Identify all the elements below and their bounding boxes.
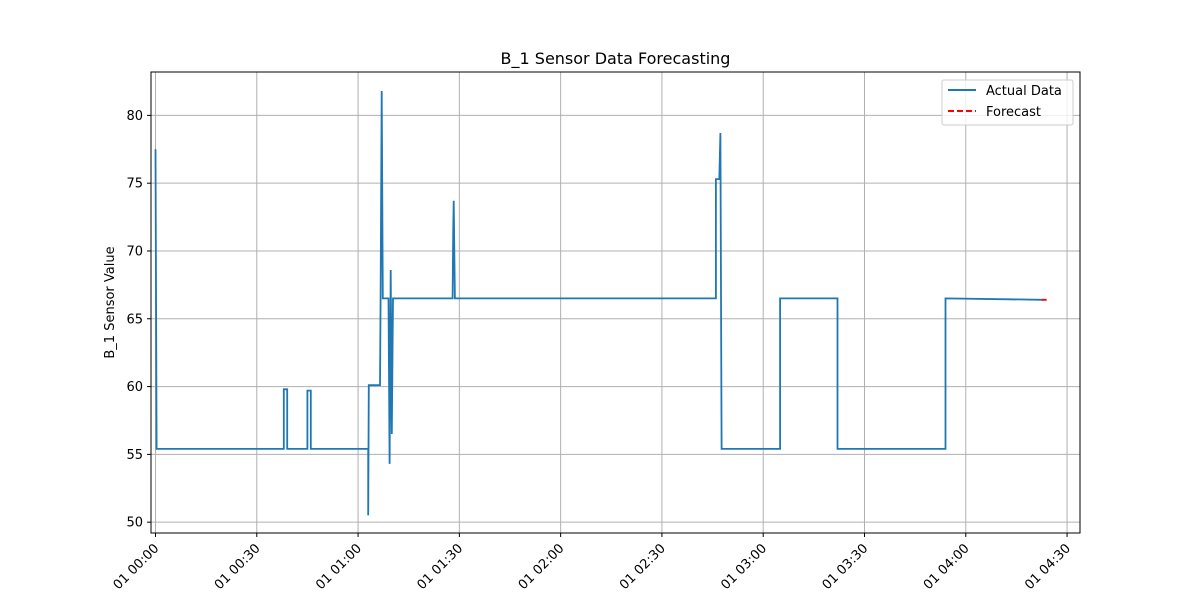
grid [151,72,1080,533]
chart-title: B_1 Sensor Data Forecasting [501,49,731,69]
legend-label-forecast: Forecast [986,105,1041,120]
x-tick-label: 01 04:30 [1022,541,1074,593]
x-tick-label: 01 02:30 [617,541,669,593]
legend: Actual Data Forecast [941,79,1074,126]
x-tick-label: 01 02:00 [516,541,568,593]
x-tick-label: 01 00:30 [212,541,264,593]
x-tick-label: 01 01:00 [313,541,365,593]
series-layer [154,90,1047,516]
y-tick-label: 80 [126,109,143,124]
series-actual-line [154,90,1044,516]
x-tick-label: 01 00:00 [111,541,163,593]
y-tick-label: 75 [126,177,143,192]
y-tick-label: 70 [126,244,143,259]
y-tick-label: 60 [126,380,143,395]
y-axis: 50 55 60 65 70 75 80 [126,109,151,531]
y-tick-label: 50 [126,516,143,531]
y-tick-label: 55 [126,448,143,463]
y-axis-label: B_1 Sensor Value [103,246,118,358]
x-tick-label: 01 03:30 [820,541,872,593]
y-tick-label: 65 [126,312,143,327]
x-tick-label: 01 04:00 [921,541,973,593]
x-tick-label: 01 03:00 [718,541,770,593]
legend-frame [941,79,1074,126]
plot-frame [150,71,1081,534]
x-axis: 01 00:00 01 00:30 01 01:00 01 01:30 01 02:00… [111,533,1074,593]
legend-label-actual: Actual Data [986,84,1062,99]
x-tick-label: 01 01:30 [414,541,466,593]
